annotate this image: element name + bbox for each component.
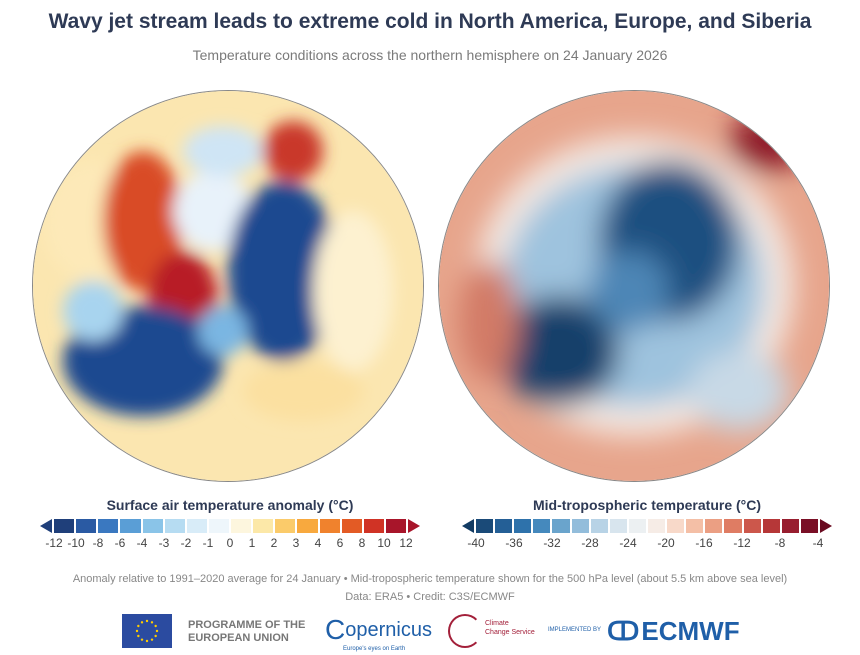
mid-tropospheric-temperature-map — [438, 90, 830, 482]
ecmwf-logo: ↀ ECMWF — [607, 616, 740, 646]
colorbar-tick-label: -6 — [114, 536, 126, 550]
colorbar-box — [54, 519, 75, 533]
colorbar-tick-label: 8 — [358, 536, 366, 550]
colorbar-box — [705, 519, 723, 533]
colorbar-tick-label: -4 — [812, 536, 824, 550]
colorbar-ticks: -12 -10 -8 -6 -4 -3 -2 -1 0 1 2 3 4 6 8 10 12 — [40, 536, 420, 552]
colorbar-box — [341, 519, 362, 533]
colorbar-box — [590, 519, 608, 533]
colorbar-box — [363, 519, 384, 533]
c3s-label: Climate Change Service — [485, 620, 535, 636]
colorbar-box — [495, 519, 513, 533]
colorbar-tick-label: -8 — [92, 536, 104, 550]
colorbar-tick-label: 1 — [248, 536, 256, 550]
colorbar-title: Surface air temperature anomaly (°C) — [106, 497, 354, 513]
colorbar-box — [533, 519, 551, 533]
colorbar-high-arrow — [408, 519, 420, 533]
implemented-by-label: IMPLEMENTED BY — [548, 627, 602, 633]
colorbar-title: Mid-tropospheric temperature (°C) — [532, 497, 762, 513]
colorbar-box — [762, 519, 780, 533]
colorbar-box — [552, 519, 570, 533]
colorbar-tick-label: -1 — [202, 536, 214, 550]
colorbar-box — [275, 519, 296, 533]
credit-line: Data: ERA5 • Credit: C3S/ECMWF — [345, 591, 515, 603]
colorbar-tick-label: -16 — [695, 536, 713, 550]
logo-strip: PROGRAMME OF THE EUROPEAN UNION Copernic… — [0, 612, 860, 652]
colorbar-low-arrow — [40, 519, 52, 533]
colorbar-box — [667, 519, 685, 533]
copernicus-wordmark: opernicus — [345, 619, 432, 641]
colorbar-box — [98, 519, 119, 533]
colorbar-tick-label: -24 — [619, 536, 637, 550]
page-title: Wavy jet stream leads to extreme cold in… — [48, 10, 812, 33]
colorbar-tick-label: -2 — [180, 536, 192, 550]
colorbar-box — [120, 519, 141, 533]
colorbar-tick-label: -40 — [467, 536, 485, 550]
eu-flag-logo — [122, 614, 172, 648]
colorbar-tick-label: 10 — [377, 536, 391, 550]
colorbar-tick-label: -32 — [543, 536, 561, 550]
colorbar-low-arrow — [462, 519, 474, 533]
page-subtitle: Temperature conditions across the northe… — [192, 47, 668, 63]
colorbar-tick-label: -28 — [581, 536, 599, 550]
colorbar-tick-label: -36 — [505, 536, 523, 550]
c3s-thermometer-icon — [448, 614, 482, 648]
colorbar-tick-label: 3 — [292, 536, 300, 550]
colorbar-box — [743, 519, 761, 533]
colorbar-tick-label: -12 — [733, 536, 751, 550]
colorbar-tick-label: -3 — [158, 536, 170, 550]
colorbar-box — [319, 519, 340, 533]
colorbar-tick-label: 0 — [226, 536, 234, 550]
colorbar-ticks: -40 -36 -32 -28 -24 -20 -16 -12 -8 -4 — [462, 536, 832, 552]
colorbar-box — [208, 519, 229, 533]
colorbar-tick-label: -12 — [45, 536, 63, 550]
surface-anomaly-map — [32, 90, 424, 482]
colorbar-tick-label: -8 — [774, 536, 786, 550]
colorbar-box — [186, 519, 207, 533]
colorbar-tick-label: -4 — [136, 536, 148, 550]
colorbar-box — [514, 519, 532, 533]
footnote: Anomaly relative to 1991–2020 average fo… — [72, 573, 788, 585]
colorbar-box — [609, 519, 627, 533]
colorbar-box — [781, 519, 799, 533]
colorbar-box — [800, 519, 818, 533]
colorbar-tick-label: 4 — [314, 536, 322, 550]
colorbar-box — [76, 519, 97, 533]
colorbar-box — [164, 519, 185, 533]
colorbar-box — [385, 519, 406, 533]
colorbar-tick-label: 2 — [270, 536, 278, 550]
copernicus-logo: Copernicus Europe's eyes on Earth — [325, 614, 432, 652]
colorbar-box — [297, 519, 318, 533]
colorbar-box — [686, 519, 704, 533]
colorbar-tick-label: -20 — [657, 536, 675, 550]
colorbar-boxes — [52, 519, 408, 533]
colorbar-box — [253, 519, 274, 533]
colorbar-high-arrow — [820, 519, 832, 533]
colorbar-tick-label: 12 — [399, 536, 413, 550]
colorbar-box — [628, 519, 646, 533]
colorbar-box — [571, 519, 589, 533]
eu-programme-label: PROGRAMME OF THE EUROPEAN UNION — [188, 619, 306, 644]
colorbar-box — [142, 519, 163, 533]
colorbar-box — [724, 519, 742, 533]
ecmwf-wordmark: ECMWF — [641, 616, 740, 646]
colorbar-boxes — [474, 519, 820, 533]
mid-tropospheric-colorbar: Mid-tropospheric temperature (°C) -40 -36… — [462, 497, 832, 552]
colorbar-tick-label: 6 — [336, 536, 344, 550]
surface-anomaly-colorbar: Surface air temperature anomaly (°C) -12… — [40, 497, 420, 552]
copernicus-tagline: Europe's eyes on Earth — [343, 646, 406, 652]
colorbar-box — [476, 519, 494, 533]
colorbar-box — [231, 519, 252, 533]
colorbar-box — [647, 519, 666, 533]
colorbar-tick-label: -10 — [67, 536, 85, 550]
